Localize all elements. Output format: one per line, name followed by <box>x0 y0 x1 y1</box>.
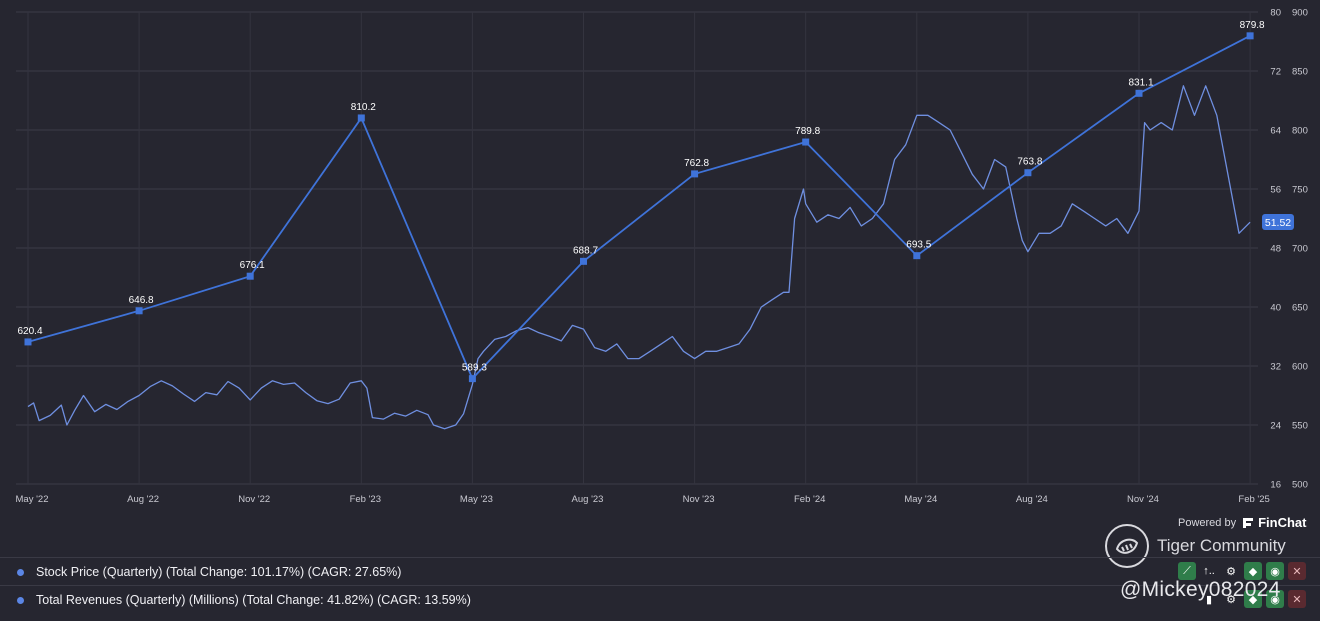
revenue-line <box>27 35 1251 381</box>
y-left-tick-2: 32 <box>1270 362 1281 373</box>
revenue-label-8: 693.5 <box>906 240 931 251</box>
legend-dot-revenue <box>17 596 24 604</box>
x-tick-1: Aug '22 <box>127 494 159 505</box>
revenue-point-3 <box>357 114 365 122</box>
revenue-point-9 <box>1024 169 1032 177</box>
x-tick-5: Aug '23 <box>572 494 604 505</box>
y-right-tick-8: 900 <box>1292 8 1308 19</box>
x-tick-9: Aug '24 <box>1016 494 1048 505</box>
bar-chart-icon[interactable]: ▮ <box>1205 593 1213 606</box>
y-right-tick-4: 700 <box>1292 244 1308 255</box>
y-left-tick-6: 64 <box>1270 126 1281 137</box>
tiger-logo-icon <box>1105 524 1149 568</box>
stock-price-series <box>27 85 1251 430</box>
y-right-tick-2: 600 <box>1292 362 1308 373</box>
x-tick-8: May '24 <box>904 494 937 505</box>
powered-by-text: Powered by <box>1178 516 1237 529</box>
y-right-tick-0: 500 <box>1292 480 1308 491</box>
revenue-point-2 <box>246 272 254 280</box>
y-right-tick-7: 850 <box>1292 67 1308 78</box>
legend-item-stock[interactable]: Stock Price (Quarterly) (Total Change: 1… <box>0 557 1320 586</box>
revenue-point-5 <box>580 257 587 265</box>
revenue-label-0: 620.4 <box>17 326 42 337</box>
sort-icon[interactable]: ↑.. <box>1203 565 1215 577</box>
revenue-point-1 <box>135 307 143 315</box>
revenue-point-8 <box>913 252 921 260</box>
revenue-series-toolbar: ▮ ⚙ ◆ ◉ ✕ <box>1200 590 1306 608</box>
powered-by: Powered by FinChat <box>1178 515 1306 530</box>
tiger-community-watermark: Tiger Community <box>1105 524 1286 568</box>
x-tick-6: Nov '23 <box>683 494 715 505</box>
revenue-label-11: 879.8 <box>1240 20 1265 31</box>
gear-icon[interactable]: ⚙ <box>1226 593 1236 606</box>
revenue-point-6 <box>691 170 699 178</box>
y-left-tick-1: 24 <box>1270 421 1281 432</box>
eye-icon[interactable]: ◉ <box>1266 590 1284 608</box>
revenue-point-4 <box>468 375 476 383</box>
revenue-label-4: 589.3 <box>462 363 487 374</box>
stock-price-line <box>27 85 1251 430</box>
revenue-point-10 <box>1135 89 1143 97</box>
close-icon[interactable]: ✕ <box>1288 562 1306 580</box>
y-left-tick-8: 80 <box>1270 8 1281 19</box>
chart: 16 24 32 40 48 56 64 72 80 500 550 600 650 700 750 800… <box>16 8 1308 506</box>
y-left-tick-7: 72 <box>1270 67 1281 78</box>
last-value-badge: 51.52 <box>1262 214 1294 230</box>
revenue-label-9: 763.8 <box>1017 157 1042 168</box>
tag-icon[interactable]: ◆ <box>1244 562 1262 580</box>
x-tick-7: Feb '24 <box>794 494 825 505</box>
y-left-tick-0: 16 <box>1270 480 1281 491</box>
y-left-tick-3: 40 <box>1270 303 1281 314</box>
legend-dot-stock <box>17 568 24 576</box>
revenue-series: 620.4 646.8 676.1 810.2 589.3 688.7 762.8 789.8… <box>17 20 1265 383</box>
tiger-community-label: Tiger Community <box>1157 536 1286 555</box>
username-watermark: @Mickey082024 <box>1120 578 1281 601</box>
legend-item-revenue[interactable]: Total Revenues (Quarterly) (Millions) (T… <box>0 585 1320 614</box>
x-tick-11: Feb '25 <box>1238 494 1269 505</box>
revenue-label-6: 762.8 <box>684 158 709 169</box>
gear-icon[interactable]: ⚙ <box>1226 565 1236 578</box>
tag-icon[interactable]: ◆ <box>1244 590 1262 608</box>
finchat-logo-icon <box>1243 517 1254 528</box>
y-left-tick-4: 48 <box>1270 244 1281 255</box>
revenue-point-11 <box>1246 32 1254 40</box>
y-right-tick-1: 550 <box>1292 421 1308 432</box>
revenue-label-7: 789.8 <box>795 126 820 137</box>
x-tick-10: Nov '24 <box>1127 494 1159 505</box>
revenue-point-0 <box>24 338 32 346</box>
trend-icon[interactable]: ⟋ <box>1178 562 1196 580</box>
x-tick-2: Nov '22 <box>238 494 270 505</box>
finchat-brand: FinChat <box>1258 515 1307 530</box>
y-axis-right: 500 550 600 650 700 750 800 850 900 <box>1292 8 1308 491</box>
x-tick-0: May '22 <box>16 494 49 505</box>
stock-series-toolbar: ⟋ ↑.. ⚙ ◆ ◉ ✕ <box>1178 562 1306 580</box>
y-right-tick-5: 750 <box>1292 185 1308 196</box>
revenue-point-7 <box>802 138 810 146</box>
x-axis: May '22 Aug '22 Nov '22 Feb '23 May '23 Aug '… <box>16 494 1270 505</box>
revenue-label-2: 676.1 <box>240 260 265 271</box>
eye-icon[interactable]: ◉ <box>1266 562 1284 580</box>
legend-label-revenue: Total Revenues (Quarterly) (Millions) (T… <box>36 593 471 607</box>
legend-label-stock: Stock Price (Quarterly) (Total Change: 1… <box>36 565 402 579</box>
y-right-tick-3: 650 <box>1292 303 1308 314</box>
x-tick-3: Feb '23 <box>350 494 381 505</box>
revenue-label-10: 831.1 <box>1128 77 1153 88</box>
y-right-tick-6: 800 <box>1292 126 1308 137</box>
x-tick-4: May '23 <box>460 494 493 505</box>
y-axis-left: 16 24 32 40 48 56 64 72 80 <box>1270 8 1281 491</box>
revenue-label-1: 646.8 <box>129 295 154 306</box>
revenue-label-3: 810.2 <box>351 102 376 113</box>
last-value-badge-text: 51.52 <box>1265 217 1291 229</box>
grid <box>16 11 1258 485</box>
y-left-tick-5: 56 <box>1270 185 1281 196</box>
revenue-label-5: 688.7 <box>573 245 598 256</box>
close-icon[interactable]: ✕ <box>1288 590 1306 608</box>
